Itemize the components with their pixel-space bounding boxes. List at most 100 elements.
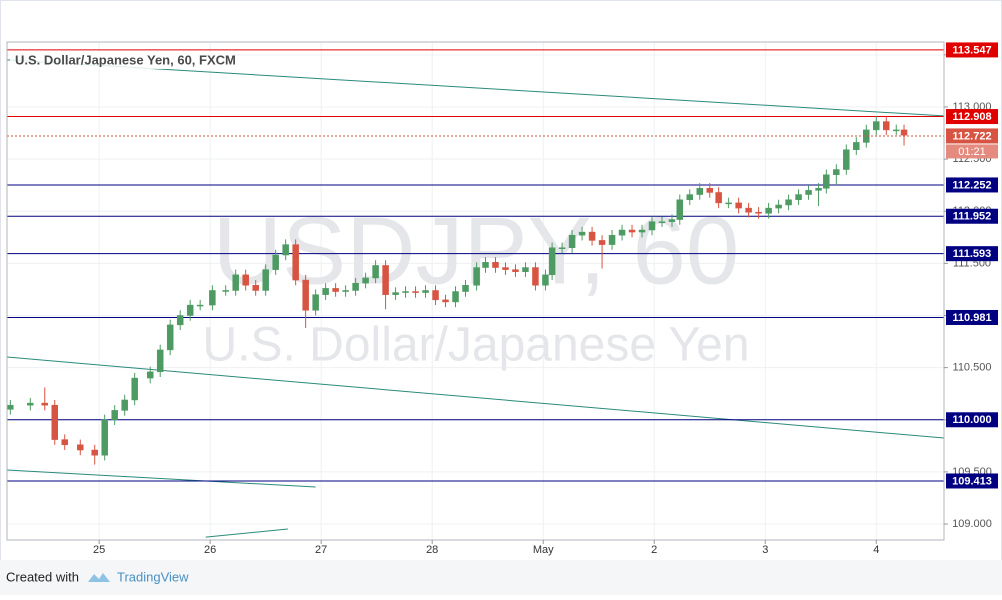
level-label: 111.952 [953,211,992,223]
candle-body [146,371,154,379]
candle-body [392,292,399,295]
level-label: 111.593 [953,248,992,260]
candle-body [883,121,890,131]
candle-body [312,294,319,311]
candle-body [302,279,309,311]
candle-body [209,290,216,306]
x-tick-label: 28 [426,544,438,556]
candle-body [7,404,14,410]
candle-body [568,234,576,248]
candle-body [27,402,34,406]
y-tick-label: 109.000 [952,518,992,530]
candle-body [502,267,509,270]
title-bg [10,52,234,69]
watermark: U.S. Dollar/Japanese Yen [202,319,749,372]
candle-body [362,277,369,284]
x-tick-label: 3 [762,544,768,556]
candle-body [532,267,539,286]
candle-body [196,304,204,307]
candle-body [61,439,68,446]
candle-body [372,265,379,279]
plot-border [6,41,945,541]
candle-body [292,244,299,281]
y-tick-label: 110.500 [953,362,992,374]
candle-body [176,315,184,326]
candle-body [222,290,229,292]
candle-body [853,142,860,150]
candle-body [41,402,48,406]
candle-body [658,221,666,223]
candle-body [588,231,596,241]
candle-body [843,149,850,170]
candle-body [242,274,249,286]
brand-link[interactable]: TradingView [117,569,189,584]
candle-body [232,274,239,291]
candle-body [608,234,616,245]
x-tick-label: 26 [204,544,216,556]
brand-logo[interactable] [88,573,110,582]
candle-body [686,194,694,201]
candle-body [873,121,880,131]
candle-body [893,129,900,132]
candle-body [765,207,772,214]
candle-body [638,229,646,233]
candle-body [628,229,636,233]
candle-body [101,419,108,456]
level-label: 110.000 [952,414,991,426]
countdown-bg [946,144,998,159]
candle-body [833,169,840,175]
watermark: USDJPY, 60 [213,197,740,304]
level-label-bg [946,473,998,489]
candle-body [668,219,676,222]
candle-body [51,404,58,440]
plot-area [7,49,944,538]
candle-body [696,188,704,195]
candle-body [706,188,713,193]
candle-body [558,247,566,249]
candle-body [542,274,549,286]
candle-body [131,377,138,401]
candle-body [462,285,469,292]
candle-body [332,288,339,292]
candle-body [121,399,128,411]
candle-body [512,269,519,272]
level-label: 113.547 [952,44,991,56]
candle-body [402,291,409,293]
candle-body [252,285,259,291]
trendline [7,59,944,117]
level-label-bg [946,412,998,428]
level-label-bg [946,246,998,262]
candle-body [473,267,480,286]
candle-body [442,299,449,303]
x-tick-label: 4 [873,544,879,556]
candle-body [815,188,822,191]
candle-body [492,262,499,268]
x-tick-label: 2 [651,544,657,556]
candle-body [186,304,194,316]
level-label-bg [946,177,998,193]
candle-body [482,262,489,268]
level-label-bg [946,109,998,125]
level-label-bg [946,42,998,58]
candle-body [755,212,762,214]
level-label: 110.981 [952,312,991,324]
candle-body [823,174,830,189]
trendline [7,469,316,488]
level-label-bg [946,208,998,224]
candle-body [522,267,529,272]
candle-body [272,254,279,270]
candle-body [422,290,429,293]
candle-body [77,444,84,451]
candle-body [452,291,459,303]
candle-body [432,290,439,301]
candle-body [262,269,269,291]
candle-body [166,324,174,351]
candle-body [282,244,289,256]
candle-body [805,190,812,195]
price-label: 112.722 [952,130,991,142]
x-tick-label: 27 [315,544,327,556]
level-label: 112.908 [952,111,991,123]
candle-body [745,207,752,213]
candle-body [352,282,359,291]
